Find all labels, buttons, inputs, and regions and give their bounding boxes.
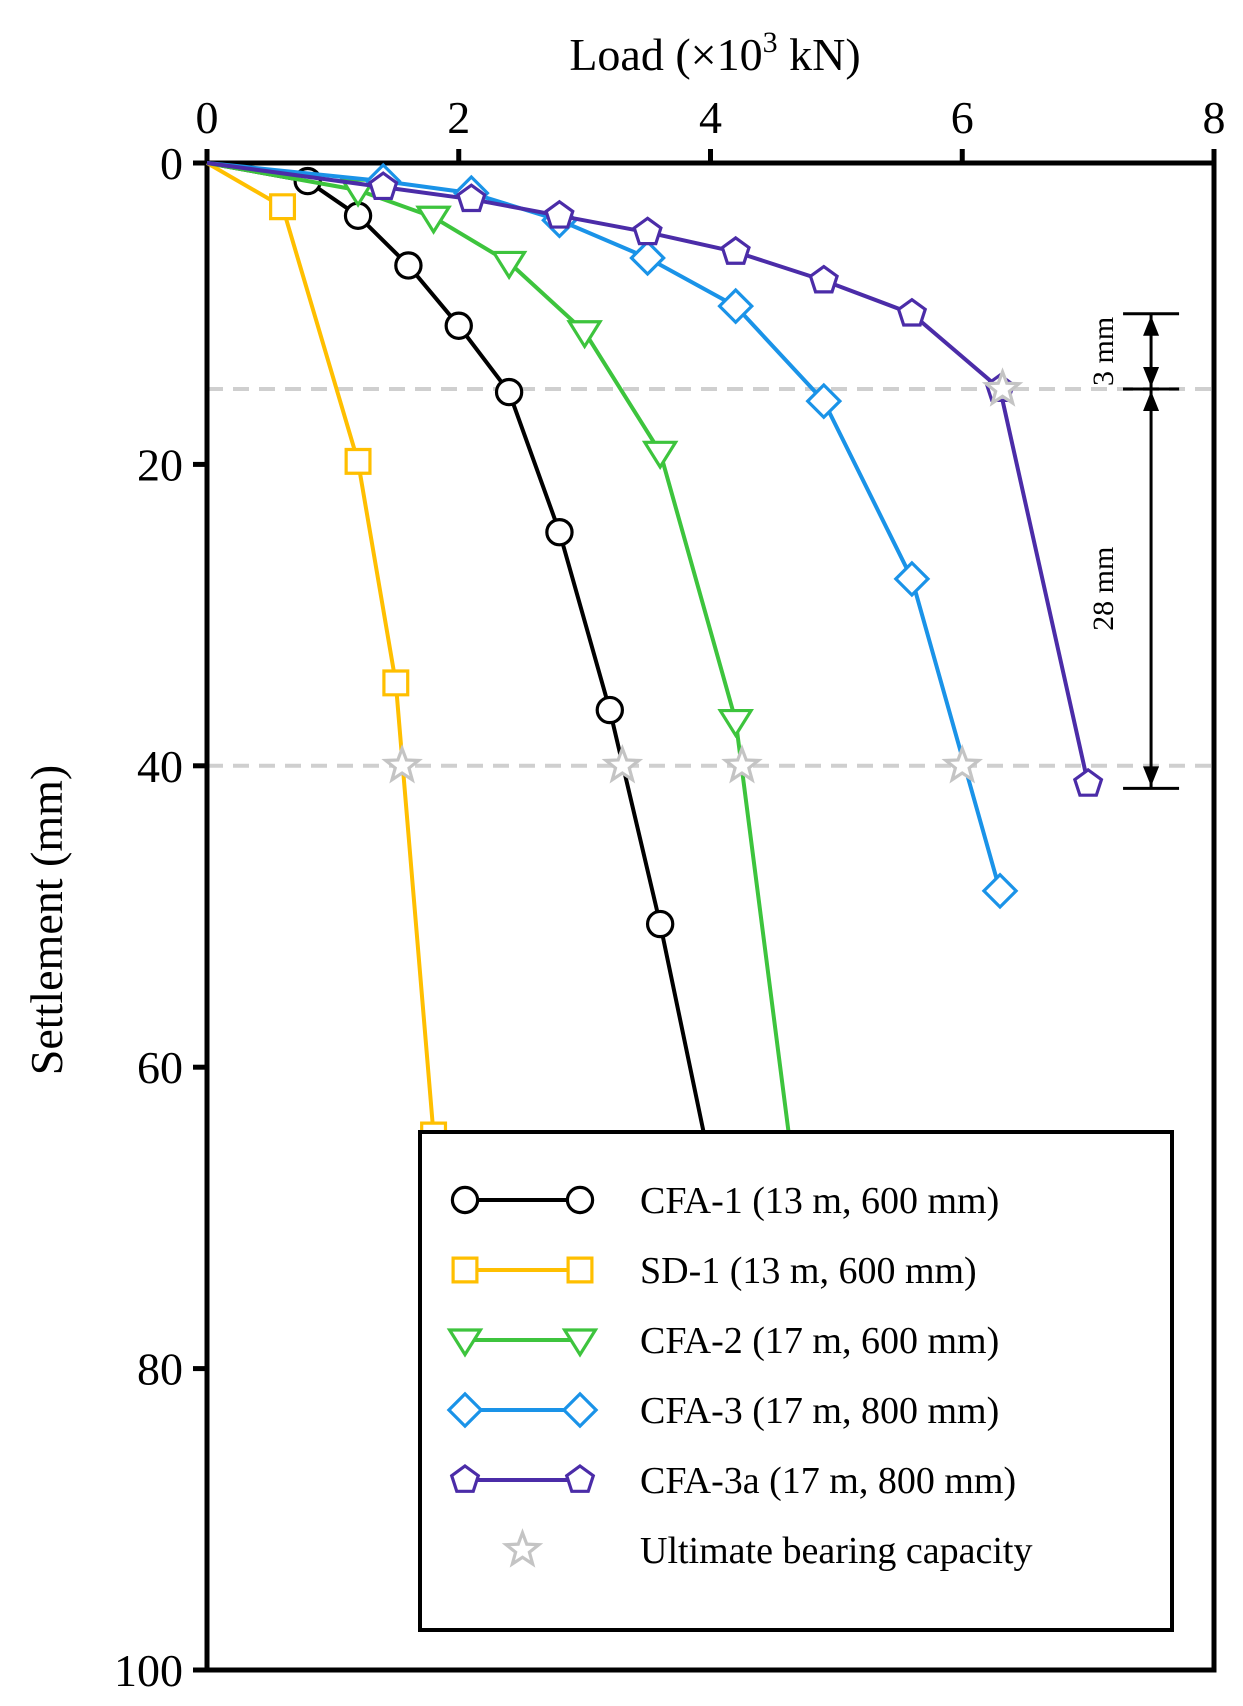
series-1-point-4 [444, 311, 473, 340]
legend-entry-4: CFA-3 (17 m, 800 mm) [446, 1390, 999, 1432]
legend-marker-right-4 [561, 1391, 599, 1429]
annotation-label-2: 28 mm [1087, 547, 1120, 631]
series-1-point-7 [595, 695, 625, 725]
legend-marker-right-2 [566, 1256, 594, 1284]
series-4-point-7 [893, 560, 931, 598]
series-5-point-4 [632, 216, 663, 246]
series-5-point-9 [1072, 767, 1104, 797]
y-tick-label-20: 20 [137, 439, 183, 490]
legend-marker-ultimate [501, 1528, 544, 1568]
x-tick-label-6: 6 [951, 92, 974, 143]
annotation-arrow-top-1 [1143, 315, 1160, 336]
reference-lines [207, 387, 1214, 768]
legend-entry-ultimate: Ultimate bearing capacity [501, 1528, 1033, 1572]
series-3-point-2 [415, 205, 452, 235]
dimension-annotations: 3 mm 28 mm [1087, 312, 1180, 790]
x-tick-label-4: 4 [699, 92, 722, 143]
series-line-2 [205, 161, 436, 1136]
ultimate-star-3 [601, 743, 644, 784]
x-tick-label-0: 0 [196, 92, 219, 143]
series-layer [205, 161, 1104, 1326]
annotation-label-1: 3 mm [1087, 317, 1120, 386]
legend-entry-3: CFA-2 (17 m, 600 mm) [446, 1320, 999, 1362]
annotation-arrow-top-2 [1143, 391, 1160, 412]
legend-label-ultimate: Ultimate bearing capacity [640, 1530, 1033, 1572]
legend-marker-right-5 [564, 1464, 596, 1493]
legend-label-1: CFA-1 (13 m, 600 mm) [640, 1180, 999, 1222]
y-tick-label-0: 0 [160, 138, 183, 189]
ultimate-star-4 [721, 743, 763, 784]
series-line-3 [206, 161, 814, 1309]
legend-label-4: CFA-3 (17 m, 800 mm) [640, 1390, 999, 1432]
annotation-arrow-bottom-1 [1143, 367, 1160, 388]
series-3-point-6 [717, 708, 754, 739]
legend-marker-left-2 [451, 1256, 479, 1284]
series-3-point-4 [566, 320, 603, 350]
legend-marker-left-1 [450, 1185, 480, 1215]
series-5-point-2 [456, 183, 487, 213]
series-5-point-6 [808, 264, 839, 294]
x-axis-ticks: 0 2 4 6 8 [196, 92, 1226, 163]
legend-box [418, 1130, 1174, 1632]
series-4-point-4 [629, 239, 666, 277]
y-tick-label-40: 40 [137, 741, 183, 792]
legend-entry-5: CFA-3a (17 m, 800 mm) [449, 1460, 1016, 1502]
x-axis-title: Load (×103 kN) [569, 26, 860, 80]
x-tick-label-8: 8 [1203, 92, 1226, 143]
series-1-point-6 [545, 518, 574, 547]
legend-marker-left-4 [446, 1391, 484, 1429]
ultimate-star-2 [381, 743, 423, 784]
ultimate-capacity-markers [381, 367, 1024, 784]
series-5-point-5 [720, 235, 751, 265]
series-2-point-2 [344, 447, 372, 475]
series-3-point-5 [641, 440, 679, 470]
series-line-5 [206, 161, 1091, 785]
series-4 [206, 161, 1019, 910]
series-4-point-8 [981, 872, 1019, 910]
ultimate-star-5 [941, 743, 984, 784]
series-4-point-5 [717, 287, 755, 325]
legend-marker-right-1 [565, 1185, 595, 1215]
series-line-1 [206, 161, 713, 1166]
series-1 [206, 161, 725, 1180]
series-3-point-3 [490, 250, 528, 281]
legend-marker-right-3 [561, 1328, 599, 1358]
legend-entry-2: SD-1 (13 m, 600 mm) [451, 1250, 977, 1292]
series-4-point-6 [805, 382, 843, 420]
legend-marker-left-3 [446, 1328, 484, 1358]
annotation-2: 28 mm [1087, 387, 1180, 790]
series-2 [205, 161, 448, 1149]
y-tick-label-60: 60 [137, 1042, 183, 1093]
series-5-point-7 [896, 297, 928, 327]
series-2-point-1 [269, 193, 297, 221]
ultimate-star-1 [981, 367, 1024, 407]
series-1-point-8 [645, 909, 675, 939]
series-1-point-3 [394, 251, 423, 280]
series-5-point-3 [544, 199, 575, 229]
legend-marker-left-5 [449, 1464, 481, 1493]
annotation-1: 3 mm [1087, 312, 1180, 391]
series-1-point-5 [494, 377, 524, 407]
y-axis-ticks: 0 20 40 60 80 100 [114, 138, 207, 1696]
y-axis-title: Settlement (mm) [21, 765, 72, 1075]
legend-label-5: CFA-3a (17 m, 800 mm) [640, 1460, 1016, 1502]
legend-label-3: CFA-2 (17 m, 600 mm) [640, 1320, 999, 1362]
x-tick-label-2: 2 [447, 92, 470, 143]
legend-label-2: SD-1 (13 m, 600 mm) [640, 1250, 977, 1292]
series-5-point-1 [368, 171, 399, 201]
y-tick-label-80: 80 [137, 1344, 183, 1395]
series-2-point-3 [382, 669, 410, 697]
series-line-4 [206, 161, 1002, 892]
legend-entry-1: CFA-1 (13 m, 600 mm) [450, 1180, 999, 1222]
annotation-arrow-bottom-2 [1143, 766, 1160, 787]
legend: CFA-1 (13 m, 600 mm) SD-1 (13 m, 600 mm) C… [418, 1130, 1174, 1632]
y-tick-label-100: 100 [114, 1645, 183, 1696]
